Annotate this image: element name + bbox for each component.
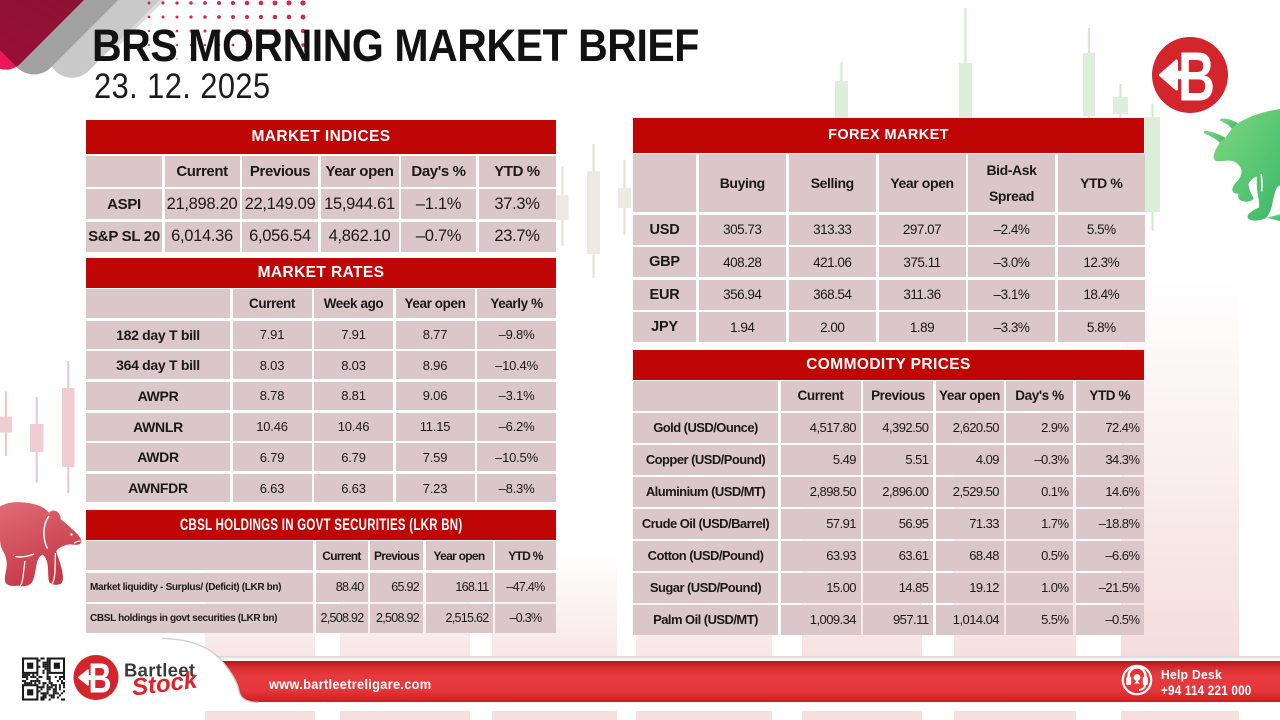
svg-text:B: B [1178, 38, 1215, 116]
